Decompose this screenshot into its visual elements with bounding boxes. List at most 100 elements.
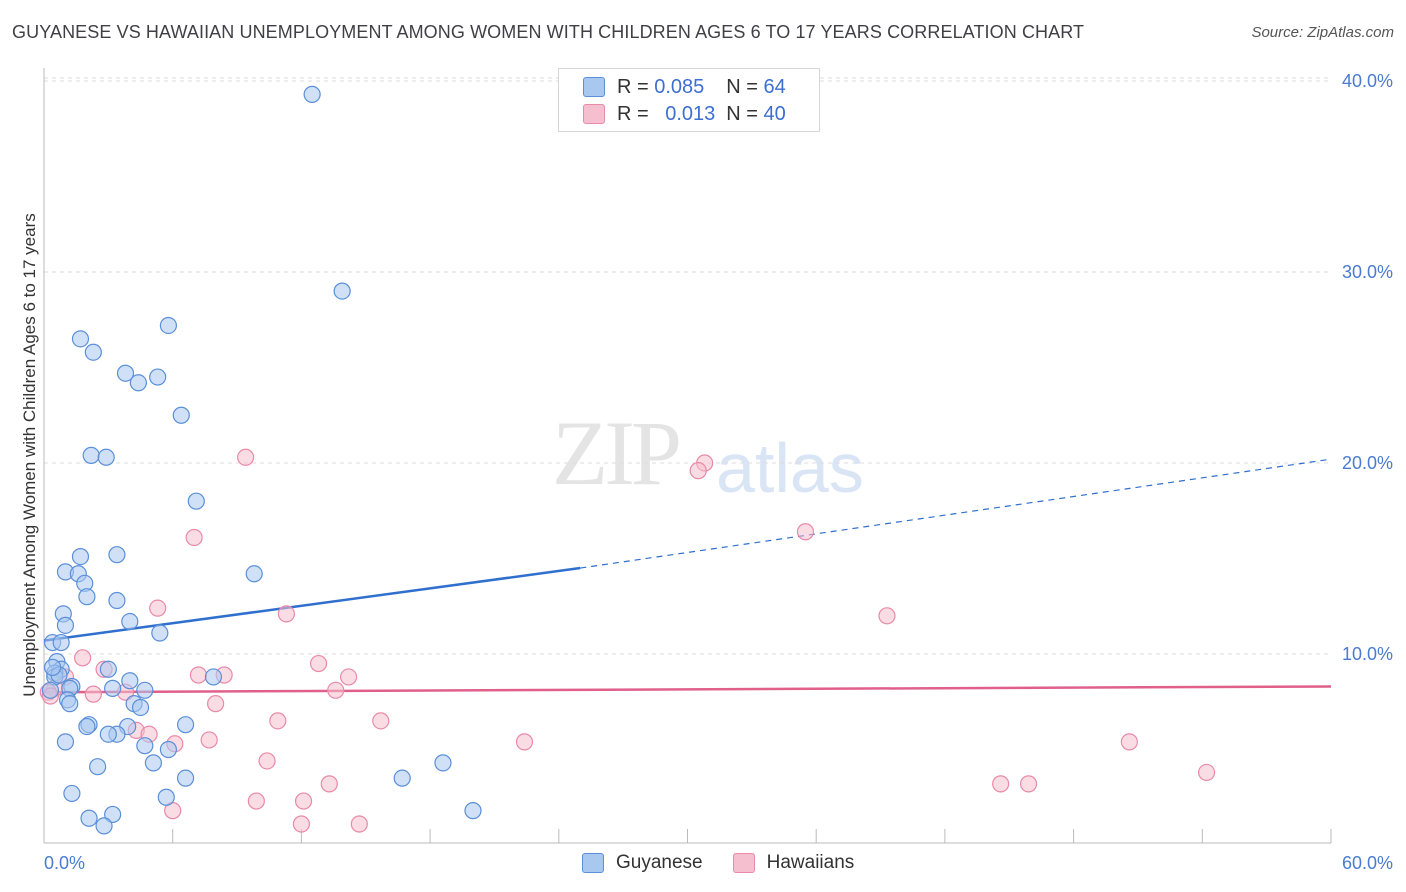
hawaiians-point-7 <box>878 607 896 625</box>
hawaiians-point-0 <box>237 448 255 466</box>
watermark-atlas: atlas <box>716 429 864 507</box>
guyanese-swatch <box>583 77 605 97</box>
guyanese-point-0 <box>303 85 321 103</box>
guyanese-point-43 <box>176 716 195 734</box>
guyanese-point-11 <box>187 492 205 510</box>
hawaiians-point-31 <box>320 775 338 793</box>
hawaiians-point-37 <box>292 815 310 833</box>
guyanese-point-8 <box>172 406 190 424</box>
guyanese-point-9 <box>82 446 100 464</box>
trend-lines <box>43 458 1332 694</box>
hawaiians-r-value: 0.013 <box>665 102 716 125</box>
hawaiians-legend-swatch <box>732 853 755 873</box>
hawaiians-point-6 <box>277 605 295 623</box>
guyanese-n-label: N = <box>726 75 758 98</box>
axes <box>43 68 1332 844</box>
hawaiians-point-12 <box>339 668 358 686</box>
hawaiians-point-20 <box>207 695 225 713</box>
guyanese-legend-swatch <box>582 853 604 873</box>
guyanese-point-47 <box>99 725 117 743</box>
guyanese-point-18 <box>78 588 96 606</box>
series-legend: Guyanese Hawaiians <box>582 852 884 874</box>
tick-labels: 10.0% 20.0% 30.0% 40.0% 0.0% 60.0% <box>44 71 1393 873</box>
guyanese-legend-label: Guyanese <box>616 852 703 873</box>
legend-row-guyanese: R = 0.085 N = 64 <box>583 75 786 99</box>
guyanese-point-3 <box>71 330 90 348</box>
guyanese-point-7 <box>129 374 147 392</box>
guyanese-point-12 <box>108 546 126 564</box>
hawaiians-point-27 <box>515 733 534 751</box>
hawaiians-point-9 <box>309 654 328 673</box>
watermark-zip: ZIP <box>552 402 682 504</box>
guyanese-point-6 <box>149 368 167 386</box>
chart-title: GUYANESE VS HAWAIIAN UNEMPLOYMENT AMONG … <box>12 22 1085 42</box>
guyanese-point-53 <box>434 754 452 772</box>
hawaiians-point-21 <box>269 712 287 730</box>
hawaiians-point-35 <box>294 792 313 810</box>
source-label: Source: ZipAtlas.com <box>1251 24 1394 41</box>
hawaiians-swatch <box>583 104 605 124</box>
x-tick-label-min: 0.0% <box>44 853 85 873</box>
guyanese-point-32 <box>121 672 139 690</box>
guyanese-point-37 <box>41 681 60 699</box>
guyanese-r-value: 0.085 <box>654 75 705 98</box>
guyanese-point-58 <box>464 802 482 820</box>
guyanese-point-57 <box>157 788 175 806</box>
y-tick-label-40: 40.0% <box>1342 71 1393 91</box>
hawaiians-point-38 <box>350 815 368 833</box>
guyanese-point-60 <box>80 809 98 827</box>
correlation-legend: R = 0.085 N = 64 R = 0.013 N = 40 <box>558 68 820 132</box>
data-points <box>39 85 1216 835</box>
hawaiians-point-11 <box>189 666 208 684</box>
guyanese-point-23 <box>151 624 169 642</box>
guyanese-point-16 <box>245 565 263 583</box>
hawaiians-r-label: R = <box>617 102 649 125</box>
guyanese-point-56 <box>63 784 81 803</box>
hawaiians-point-32 <box>992 775 1010 793</box>
guyanese-point-2 <box>159 316 178 335</box>
hawaiians-point-33 <box>1019 775 1038 793</box>
guyanese-point-5 <box>116 364 135 382</box>
hawaiians-point-34 <box>247 792 265 810</box>
guyanese-point-50 <box>159 740 178 759</box>
hawaiians-point-30 <box>1197 763 1216 782</box>
hawaiians-n-value: 40 <box>763 102 786 125</box>
guyanese-point-51 <box>144 754 162 772</box>
guyanese-point-31 <box>204 668 223 686</box>
guyanese-trend-extension <box>580 458 1332 569</box>
guyanese-point-59 <box>104 805 122 824</box>
hawaiians-point-5 <box>149 599 167 617</box>
legend-item-hawaiians: Hawaiians <box>732 852 855 874</box>
guyanese-n-value: 64 <box>763 75 786 98</box>
guyanese-point-28 <box>99 660 117 678</box>
hawaiians-point-3 <box>796 523 815 541</box>
guyanese-point-35 <box>104 679 122 697</box>
guyanese-point-63 <box>43 658 62 676</box>
guyanese-point-54 <box>176 769 195 787</box>
hawaiians-n-label: N = <box>726 102 758 125</box>
guyanese-point-4 <box>84 343 102 361</box>
hawaiians-point-28 <box>1120 733 1138 751</box>
guyanese-point-36 <box>136 681 154 699</box>
guyanese-point-61 <box>95 817 113 835</box>
guyanese-point-39 <box>61 695 79 713</box>
hawaiians-point-25 <box>200 731 218 749</box>
y-tick-label-10: 10.0% <box>1342 644 1393 664</box>
guyanese-point-1 <box>333 282 351 300</box>
guyanese-point-55 <box>393 769 411 787</box>
guyanese-point-19 <box>108 591 126 610</box>
hawaiians-point-16 <box>327 681 345 699</box>
guyanese-point-10 <box>97 448 115 466</box>
hawaiians-legend-label: Hawaiians <box>766 852 855 873</box>
hawaiians-point-8 <box>74 649 92 667</box>
hawaiians-point-2 <box>689 462 707 480</box>
guyanese-point-21 <box>121 612 139 631</box>
y-tick-label-30: 30.0% <box>1342 262 1393 282</box>
guyanese-point-44 <box>78 717 96 736</box>
hawaiians-point-29 <box>258 752 276 770</box>
x-tick-label-max: 60.0% <box>1342 853 1393 873</box>
hawaiians-trend-line <box>43 685 1332 694</box>
hawaiians-point-22 <box>372 712 390 730</box>
legend-row-hawaiians: R = 0.013 N = 40 <box>583 102 786 126</box>
